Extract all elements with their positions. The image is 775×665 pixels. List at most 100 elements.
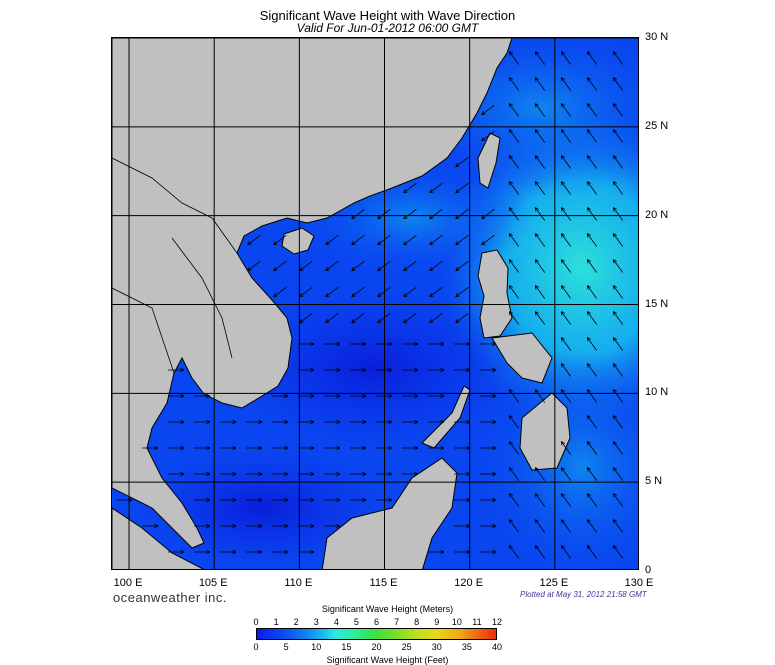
wave-direction-arrow (428, 393, 445, 399)
wave-direction-arrow (454, 367, 471, 373)
wave-direction-arrow (586, 493, 598, 507)
wave-direction-arrow (168, 549, 185, 555)
wave-direction-arrow (377, 234, 391, 246)
wave-direction-arrow (534, 311, 546, 325)
wave-direction-arrow (428, 445, 445, 451)
wave-direction-arrow (560, 545, 572, 559)
wave-direction-arrow (247, 234, 261, 246)
wave-direction-arrow (480, 523, 497, 529)
colorbar-feet-tick: 15 (341, 642, 352, 652)
wave-direction-arrow (560, 233, 572, 247)
colorbar-feet-tick: 40 (491, 642, 503, 652)
wave-direction-arrow (168, 393, 185, 399)
wave-direction-arrow (508, 467, 520, 481)
wave-direction-arrow (508, 181, 520, 195)
wave-direction-arrow (350, 445, 367, 451)
longitude-label: 105 E (198, 577, 228, 589)
wave-direction-arrow (299, 260, 313, 272)
wave-direction-arrow (455, 182, 469, 194)
colorbar-title-meters: Significant Wave Height (Meters) (321, 604, 454, 614)
wave-direction-arrow (612, 51, 624, 65)
wave-direction-arrow (324, 471, 341, 477)
mainland-asia (112, 38, 513, 549)
wave-direction-arrow (403, 208, 417, 220)
colorbar-meter-tick: 2 (293, 617, 299, 627)
wave-direction-arrow (455, 156, 469, 168)
wave-direction-arrow (560, 129, 572, 143)
wave-direction-arrow (612, 545, 624, 559)
wave-direction-arrow (612, 259, 624, 273)
wave-direction-arrow (272, 471, 289, 477)
colorbar-feet-tick: 20 (371, 642, 382, 652)
latitude-label: 0 (645, 564, 652, 576)
latitude-label: 10 N (645, 386, 669, 399)
wave-direction-arrow (586, 363, 598, 377)
wave-direction-arrow (534, 207, 546, 221)
wave-direction-arrow (402, 445, 419, 451)
borneo (321, 457, 458, 569)
wave-direction-arrow (480, 367, 497, 373)
wave-direction-arrow (612, 441, 624, 455)
wave-direction-arrow (586, 545, 598, 559)
wave-direction-arrow (403, 182, 417, 194)
wave-direction-arrow (377, 208, 391, 220)
wave-direction-arrow (376, 393, 393, 399)
wave-direction-arrow (272, 497, 289, 503)
wave-direction-arrow (324, 523, 341, 529)
wave-direction-arrow (560, 519, 572, 533)
wave-direction-arrow (560, 311, 572, 325)
colorbar-meter-tick: 3 (313, 617, 319, 627)
wave-direction-arrow (376, 419, 393, 425)
wave-direction-arrow (508, 51, 520, 65)
wave-direction-arrow (480, 445, 497, 451)
wave-direction-arrow (272, 393, 289, 399)
wave-direction-arrow (273, 286, 287, 298)
wave-direction-arrow (534, 51, 546, 65)
branding-text: oceanweather inc. (113, 590, 228, 605)
colorbar-meter-tick: 11 (472, 617, 482, 627)
wave-direction-arrow (586, 337, 598, 351)
wave-direction-arrow (586, 129, 598, 143)
latitude-label: 30 N (645, 31, 669, 43)
wave-direction-arrow (612, 519, 624, 533)
colorbar-meter-tick: 1 (273, 617, 279, 627)
wave-direction-arrow (612, 493, 624, 507)
wave-direction-arrow (194, 523, 211, 529)
wave-direction-arrow (612, 363, 624, 377)
wave-direction-arrow (508, 285, 520, 299)
longitude-label: 120 E (454, 577, 484, 589)
wave-direction-arrow (220, 497, 237, 503)
wave-direction-arrow (560, 285, 572, 299)
wave-direction-arrow (481, 208, 495, 220)
wave-direction-arrow (324, 445, 341, 451)
wave-direction-arrow (298, 497, 315, 503)
wave-direction-arrow (586, 155, 598, 169)
wave-direction-arrow (324, 367, 341, 373)
wave-direction-arrow (612, 129, 624, 143)
colorbar-feet-tick: 0 (253, 642, 259, 652)
wave-direction-arrow (586, 207, 598, 221)
wave-direction-arrow (508, 155, 520, 169)
wave-direction-arrow (194, 471, 211, 477)
wave-direction-arrow (272, 445, 289, 451)
wave-direction-arrow (481, 104, 495, 116)
wave-direction-arrow (455, 234, 469, 246)
wave-direction-arrow (350, 341, 367, 347)
longitude-label: 110 E (284, 577, 313, 589)
wave-direction-arrow (350, 471, 367, 477)
wave-direction-arrow (377, 260, 391, 272)
wave-direction-arrow (194, 497, 211, 503)
wave-direction-arrow (480, 419, 497, 425)
wave-direction-arrow (455, 286, 469, 298)
longitude-label: 130 E (624, 577, 654, 589)
wave-direction-arrow (324, 341, 341, 347)
wave-direction-arrow (534, 285, 546, 299)
wave-direction-arrow (586, 233, 598, 247)
wave-direction-arrow (298, 367, 315, 373)
wave-direction-arrow (508, 415, 520, 429)
wave-direction-arrow (586, 51, 598, 65)
wave-direction-arrow (534, 389, 546, 403)
wave-direction-arrow (534, 155, 546, 169)
wave-direction-arrow (376, 497, 393, 503)
wave-direction-arrow (534, 519, 546, 533)
